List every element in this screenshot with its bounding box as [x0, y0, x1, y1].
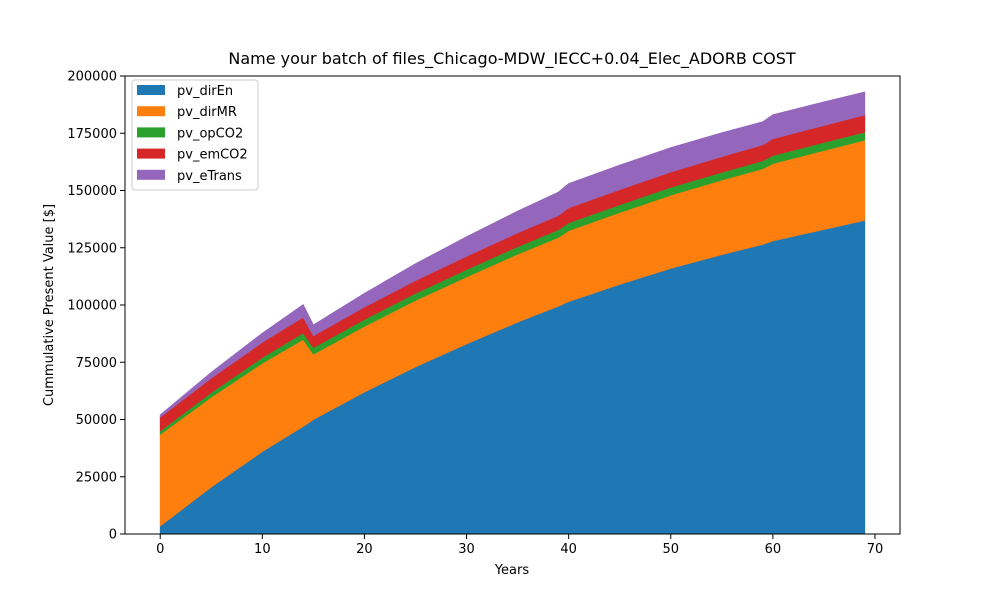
y-axis-label: Cummulative Present Value [$]	[42, 204, 57, 406]
y-axis-ticks: 0 25000 50000 75000 100000 125000 150000 175000…	[67, 70, 125, 543]
x-tick-label: 60	[765, 542, 782, 557]
y-tick-label: 200000	[67, 70, 117, 85]
legend-label-pv_eTrans: pv_eTrans	[177, 169, 242, 184]
area-pv_eTrans	[159, 91, 866, 419]
y-tick-label: 125000	[67, 241, 117, 256]
x-tick-label: 50	[662, 542, 679, 557]
legend-label-pv_opCO2: pv_opCO2	[177, 126, 243, 141]
y-tick-label: 75000	[76, 356, 117, 371]
area-layers	[159, 91, 866, 535]
y-tick-label: 175000	[67, 127, 117, 142]
legend-label-pv_emCO2: pv_emCO2	[177, 148, 248, 163]
x-tick-label: 20	[356, 542, 373, 557]
x-tick-label: 40	[560, 542, 577, 557]
legend-swatch-pv_dirMR	[137, 106, 165, 117]
y-tick-label: 0	[109, 528, 117, 543]
legend-label-pv_dirEn: pv_dirEn	[177, 84, 233, 99]
plot-frame	[124, 75, 901, 535]
legend: pv_dirEn pv_dirMR pv_opCO2 pv_emCO2 pv_eTran…	[131, 79, 259, 191]
legend-swatch-pv_emCO2	[137, 148, 165, 159]
chart-title: Name your batch of files_Chicago-MDW_IEC…	[228, 49, 796, 69]
x-axis-ticks: 0 10 20 30 40 50 60 70	[156, 534, 883, 557]
legend-swatch-pv_opCO2	[137, 127, 165, 138]
y-tick-label: 25000	[76, 470, 117, 485]
legend-swatch-pv_eTrans	[137, 169, 165, 180]
x-tick-label: 10	[254, 542, 271, 557]
x-tick-label: 30	[458, 542, 475, 557]
x-tick-label: 70	[867, 542, 884, 557]
legend-label-pv_dirMR: pv_dirMR	[177, 105, 237, 120]
y-tick-label: 50000	[76, 413, 117, 428]
y-tick-label: 100000	[67, 299, 117, 314]
y-tick-label: 150000	[67, 184, 117, 199]
x-axis-label: Years	[494, 563, 530, 578]
x-tick-label: 0	[156, 542, 164, 557]
legend-swatch-pv_dirEn	[137, 85, 165, 95]
